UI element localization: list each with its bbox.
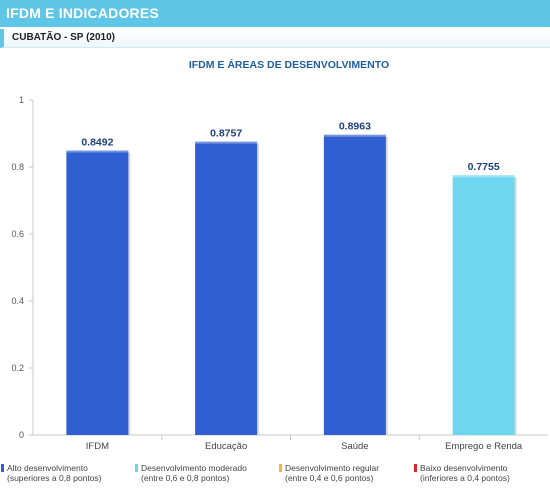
bar-value-label: 0.8963: [339, 121, 371, 133]
legend-swatch-low: [414, 464, 417, 472]
legend-range-high: (superiores a 0,8 pontos): [7, 473, 102, 483]
location-label: CUBATÃO - SP (2010): [12, 32, 115, 43]
legend-label-low: Baixo desenvolvimento: [420, 463, 508, 473]
legend-swatch-high: [1, 464, 4, 472]
legend-range-regular: (entre 0,4 e 0,6 pontos): [285, 473, 374, 483]
chart-legend: Alto desenvolvimento (superiores a 0,8 p…: [0, 461, 550, 490]
legend-range-moderate: (entre 0,6 e 0,8 pontos): [141, 473, 230, 483]
legend-label-regular: Desenvolvimento regular: [285, 463, 380, 473]
bar-value-label: 0.8757: [210, 128, 242, 140]
bar-highlight: [323, 134, 386, 137]
section-title: IFDM E INDICADORES: [6, 5, 159, 21]
x-tick-label: Educação: [205, 441, 247, 452]
chart-bars: 0.8492 0.8757 0.8963 0.7755: [66, 121, 517, 435]
legend-label-moderate: Desenvolvimento moderado: [141, 463, 247, 473]
y-tick-label: 0.6: [11, 229, 24, 239]
x-tick-label: Emprego e Renda: [445, 441, 523, 452]
legend-range-low: (inferiores a 0,4 pontos): [420, 473, 510, 483]
bar-highlight: [452, 175, 515, 178]
bar-sa-de: [323, 134, 386, 435]
legend-item-low: Baixo desenvolvimento (inferiores a 0,4 …: [414, 463, 510, 483]
bar-chart: IFDM E ÁREAS DE DESENVOLVIMENTO 0 0.2 0.4 0…: [11, 58, 548, 452]
legend-item-high: Alto desenvolvimento (superiores a 0,8 p…: [1, 463, 102, 483]
y-tick-label: 0.4: [11, 296, 24, 306]
section-header: IFDM E INDICADORES: [0, 0, 550, 27]
x-tick-label: Saúde: [341, 441, 368, 452]
bar-emprego-e-renda: [452, 175, 515, 435]
bar-ifdm: [66, 150, 129, 435]
location-bar: CUBATÃO - SP (2010): [0, 29, 550, 48]
bar-value-label: 0.7755: [468, 161, 500, 173]
bar-value-label: 0.8492: [81, 137, 113, 149]
chart-title: IFDM E ÁREAS DE DESENVOLVIMENTO: [189, 58, 389, 71]
y-tick-label: 0: [19, 430, 24, 440]
bar-educa-o: [195, 141, 258, 435]
y-tick-label: 1: [19, 95, 24, 105]
legend-item-moderate: Desenvolvimento moderado (entre 0,6 e 0,…: [135, 463, 247, 483]
legend-label-high: Alto desenvolvimento: [7, 463, 88, 473]
y-tick-label: 0.2: [11, 363, 24, 373]
legend-item-regular: Desenvolvimento regular (entre 0,4 e 0,6…: [279, 463, 379, 483]
legend-swatch-moderate: [135, 464, 138, 472]
bar-highlight: [195, 141, 258, 144]
x-tick-label: IFDM: [86, 441, 109, 452]
y-tick-label: 0.8: [11, 162, 24, 172]
legend-swatch-regular: [279, 464, 282, 472]
bar-highlight: [66, 150, 129, 153]
